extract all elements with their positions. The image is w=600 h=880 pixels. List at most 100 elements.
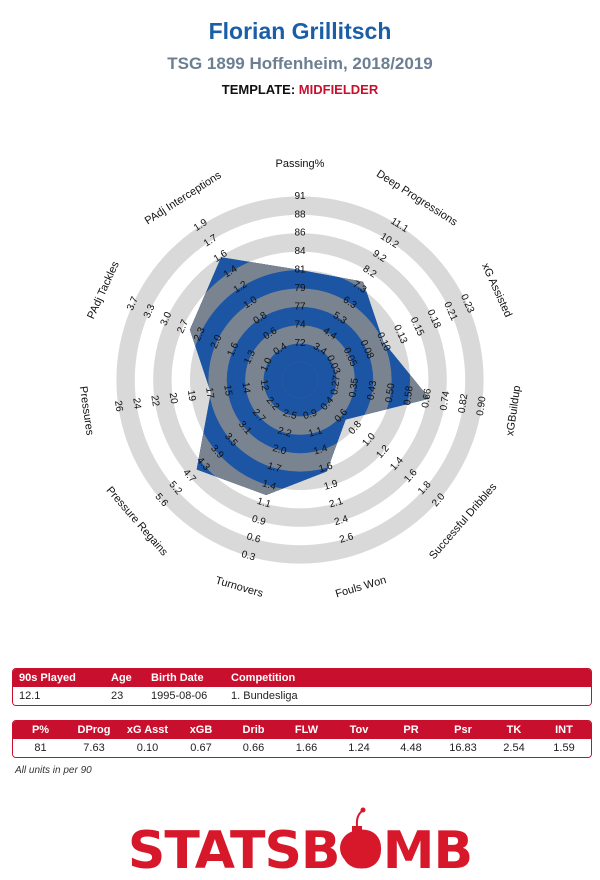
radar-tick-label: 0.74 xyxy=(438,390,452,411)
value-xg-asst: 0.10 xyxy=(136,742,159,754)
template-value: MIDFIELDER xyxy=(298,82,379,97)
header-pr: PR xyxy=(403,724,419,736)
radar-tick-label: 91 xyxy=(294,191,306,202)
profile-table-header: 90s Played Age Birth Date Competition xyxy=(13,669,591,687)
radar-tick-label: 2.1 xyxy=(328,496,345,511)
radar-tick-label: 1.1 xyxy=(307,425,324,440)
stats-table-header: P% DProg xG Asst xGB Drib FLW Tov PR Psr… xyxy=(13,721,591,739)
radar-tick-label: 1.4 xyxy=(312,443,329,458)
radar-tick-label: 2.0 xyxy=(209,333,225,351)
radar-tick-label: 2.3 xyxy=(192,325,208,343)
radar-tick-label: 1.4 xyxy=(261,478,278,493)
radar-tick-label: 22 xyxy=(148,395,161,408)
radar-tick-label: 24 xyxy=(130,397,143,410)
radar-tick-label: 1.7 xyxy=(266,461,283,476)
value-passing: 81 xyxy=(34,742,47,754)
radar-tick-label: 14 xyxy=(240,382,253,395)
radar-tick-label: 0.43 xyxy=(366,380,380,401)
radar-tick-label: 2.0 xyxy=(271,443,288,458)
radar-tick-label: 2.4 xyxy=(333,513,350,528)
radar-tick-label: 19 xyxy=(185,389,198,402)
radar-tick-label: 81 xyxy=(294,265,306,276)
header-psr: Psr xyxy=(454,724,472,736)
template-prefix: TEMPLATE: xyxy=(221,82,296,97)
radar-tick-label: 0.50 xyxy=(384,382,398,403)
radar-axis-label: xGBuildup xyxy=(504,385,523,437)
radar-tick-label: 86 xyxy=(294,228,306,239)
radar-tick-label: 1.9 xyxy=(323,478,340,493)
header-xgb: xGB xyxy=(189,724,213,736)
radar-tick-label: 0.90 xyxy=(475,395,489,416)
radar-axis-label: Passing% xyxy=(276,158,325,170)
value-pr: 4.48 xyxy=(400,742,422,754)
header-age: Age xyxy=(111,672,132,684)
header-tov: Tov xyxy=(349,724,369,736)
value-competition: 1. Bundesliga xyxy=(231,690,298,702)
logo-wordmark: STATSBOMB xyxy=(128,821,472,880)
value-dprog: 7.63 xyxy=(83,742,105,754)
value-xgb: 0.67 xyxy=(190,742,212,754)
value-int: 1.59 xyxy=(553,742,575,754)
header-int: INT xyxy=(555,724,573,736)
radar-tick-label: 15 xyxy=(221,384,234,397)
header-birth-date: Birth Date xyxy=(151,672,204,684)
radar-tick-label: 1.3 xyxy=(242,348,258,366)
radar-tick-label: 17 xyxy=(203,387,216,400)
header-passing: P% xyxy=(31,724,50,736)
radar-tick-label: 0.27 xyxy=(329,374,343,395)
radar-tick-label: 3.7 xyxy=(125,295,141,313)
radar-tick-label: 0.58 xyxy=(402,385,416,406)
value-tov: 1.24 xyxy=(348,742,370,754)
header-tk: TK xyxy=(506,724,522,736)
radar-axis-label: Pressures xyxy=(77,385,96,436)
radar-tick-label: 0.6 xyxy=(245,531,262,546)
header-90s: 90s Played xyxy=(19,672,76,684)
profile-table: 90s Played Age Birth Date Competition 12… xyxy=(12,668,592,706)
radar-axis-label: Turnovers xyxy=(214,575,265,600)
template-label: TEMPLATE: MIDFIELDER xyxy=(0,82,600,97)
radar-tick-label: 1.0 xyxy=(259,356,275,374)
radar-tick-label: 20 xyxy=(167,392,180,405)
radar-chart: 727477798184868891Passing%3.44.45.36.37.… xyxy=(77,158,524,600)
radar-tick-label: 1.1 xyxy=(256,496,273,511)
header-flw: FLW xyxy=(294,724,319,736)
radar-tick-label: 84 xyxy=(294,246,306,257)
radar-tick-label: 77 xyxy=(294,301,306,312)
header-xg-asst: xG Asst xyxy=(126,724,169,736)
radar-tick-label: 2.2 xyxy=(276,425,293,440)
stats-table-row: 81 7.63 0.10 0.67 0.66 1.66 1.24 4.48 16… xyxy=(13,739,591,757)
header-drib: Drib xyxy=(242,724,265,736)
radar-tick-label: 1.6 xyxy=(226,341,242,359)
radar-tick-label: 12 xyxy=(258,379,271,392)
header-dprog: DProg xyxy=(77,724,111,736)
radar-tick-label: 3.0 xyxy=(159,310,175,328)
value-psr: 16.83 xyxy=(449,742,477,754)
radar-tick-label: 0.66 xyxy=(420,387,434,408)
value-flw: 1.66 xyxy=(295,742,318,754)
radar-tick-label: 26 xyxy=(112,400,125,413)
club-season: TSG 1899 Hoffenheim, 2018/2019 xyxy=(167,54,433,73)
header-competition: Competition xyxy=(231,672,296,684)
radar-tick-label: 2.7 xyxy=(175,318,191,336)
value-tk: 2.54 xyxy=(503,742,525,754)
radar-tick-label: 0.82 xyxy=(457,393,471,414)
radar-tick-label: 88 xyxy=(294,209,306,220)
player-name: Florian Grillitsch xyxy=(208,18,392,44)
profile-table-row: 12.1 23 1995-08-06 1. Bundesliga xyxy=(13,687,591,705)
radar-tick-label: 0.3 xyxy=(240,549,257,564)
statsbomb-logo: STATSBOMB xyxy=(128,807,473,880)
value-age: 23 xyxy=(111,690,124,702)
value-drib: 0.66 xyxy=(242,742,265,754)
bomb-icon xyxy=(340,807,374,865)
units-note: All units in per 90 xyxy=(15,765,92,776)
radar-tick-label: 2.5 xyxy=(282,408,299,423)
radar-tick-label: 0.9 xyxy=(250,514,267,529)
radar-tick-label: 2.6 xyxy=(338,531,355,546)
radar-tick-label: 0.9 xyxy=(302,408,319,423)
radar-tick-label: 0.35 xyxy=(347,377,361,398)
radar-axis-label: Fouls Won xyxy=(334,574,388,600)
radar-tick-label: 74 xyxy=(294,320,306,331)
radar-tick-label: 72 xyxy=(294,338,306,349)
radar-tick-label: 3.3 xyxy=(142,302,158,320)
radar-hole xyxy=(282,362,318,398)
